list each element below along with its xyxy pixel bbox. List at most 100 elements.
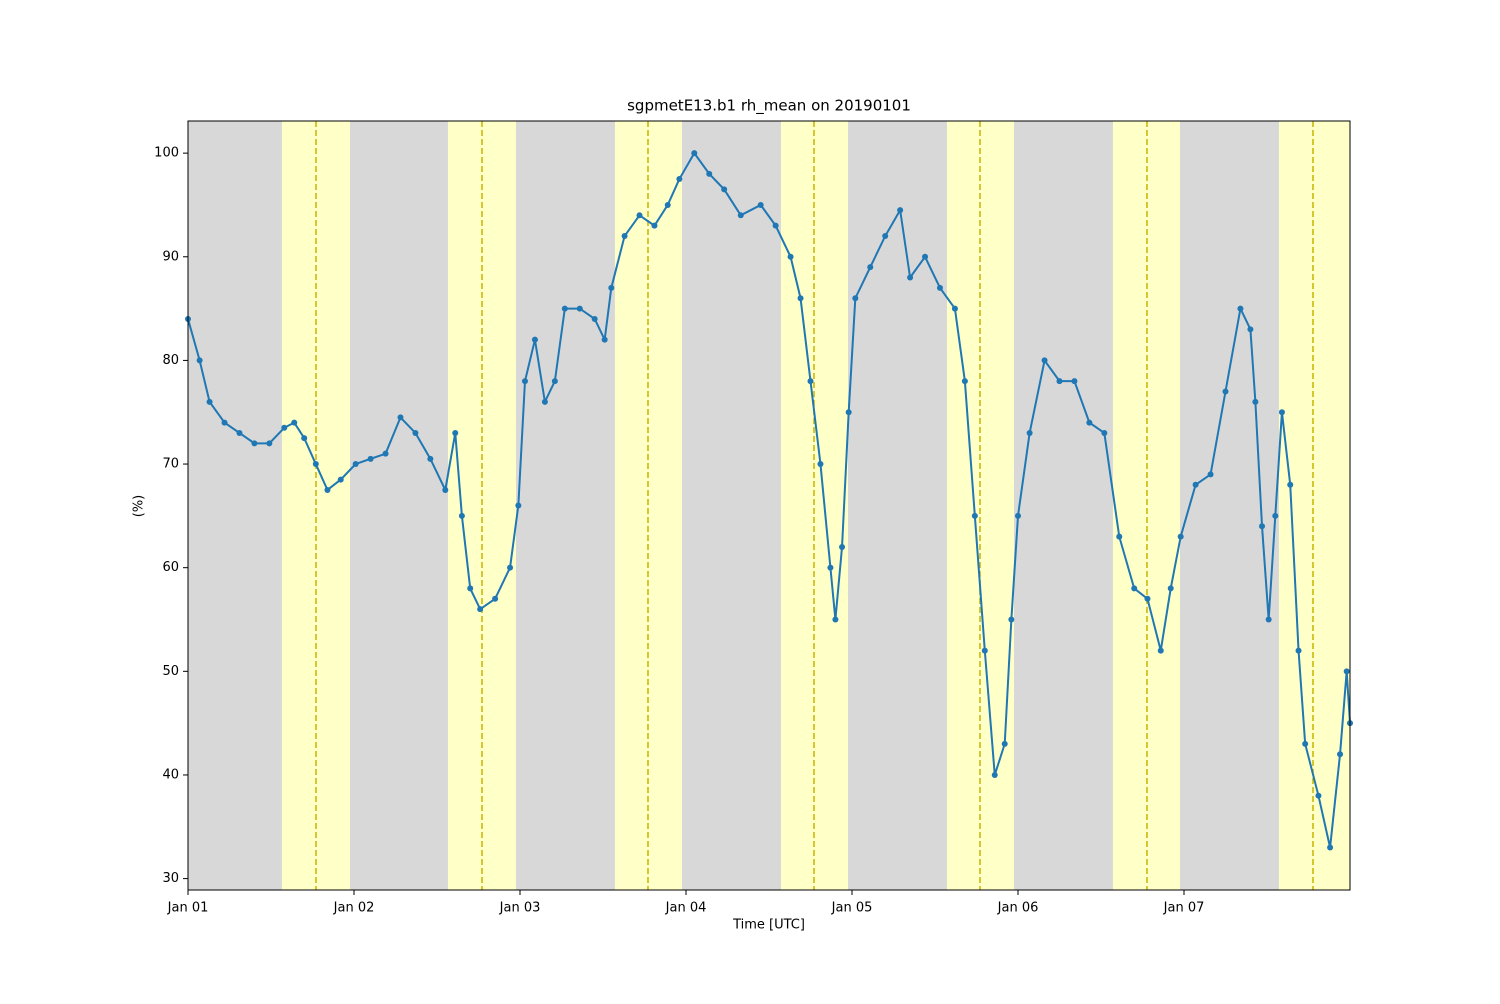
data-point — [507, 564, 514, 571]
data-point — [281, 424, 288, 431]
data-point — [961, 378, 968, 385]
data-point — [531, 336, 538, 343]
data-point — [324, 486, 331, 493]
x-tick-label: Jan 05 — [831, 901, 873, 916]
data-point — [1015, 512, 1021, 519]
data-point — [1167, 585, 1174, 592]
data-point — [236, 429, 243, 436]
data-point — [576, 305, 583, 312]
data-point — [832, 616, 839, 623]
data-point — [1265, 616, 1272, 623]
data-point — [551, 378, 558, 385]
x-axis-label: Time [UTC] — [732, 918, 805, 933]
data-point — [477, 606, 484, 613]
data-point — [737, 212, 744, 219]
data-point — [664, 201, 671, 208]
data-point — [467, 585, 474, 592]
x-tick-label: Jan 02 — [333, 901, 375, 916]
x-tick-label: Jan 07 — [1163, 901, 1205, 916]
data-point — [427, 455, 434, 462]
x-tick-label: Jan 06 — [997, 901, 1039, 916]
data-point — [676, 176, 683, 183]
data-point — [521, 378, 528, 385]
data-point — [1157, 647, 1164, 654]
y-tick-label: 70 — [162, 457, 179, 472]
y-tick-label: 60 — [162, 560, 179, 575]
data-point — [1343, 668, 1350, 675]
data-point — [312, 461, 319, 468]
data-point — [382, 450, 389, 457]
data-point — [251, 440, 258, 447]
data-point — [936, 284, 943, 291]
data-point — [1056, 378, 1063, 385]
data-point — [266, 440, 273, 447]
data-point — [458, 512, 465, 519]
data-point — [621, 233, 628, 240]
x-tick-label: Jan 03 — [499, 901, 541, 916]
y-tick-label: 40 — [162, 767, 179, 782]
data-point — [412, 429, 419, 436]
data-point — [515, 502, 522, 509]
data-point — [1144, 595, 1151, 602]
data-point — [1207, 471, 1214, 478]
y-tick-label: 90 — [162, 249, 179, 264]
data-point — [1302, 740, 1309, 747]
data-point — [367, 455, 374, 462]
data-point — [1101, 429, 1108, 436]
y-axis-label: (%) — [132, 495, 147, 518]
data-point — [867, 264, 874, 271]
data-point — [561, 305, 568, 312]
data-point — [608, 284, 615, 291]
data-point — [922, 253, 929, 260]
data-point — [442, 486, 449, 493]
data-point — [1071, 378, 1078, 385]
data-point — [1259, 523, 1266, 530]
data-point — [601, 336, 608, 343]
data-point — [787, 253, 794, 260]
data-point — [1001, 740, 1008, 747]
data-point — [807, 378, 814, 385]
data-point — [1086, 419, 1093, 426]
data-point — [907, 274, 914, 281]
data-point — [691, 150, 698, 157]
data-point — [845, 409, 852, 416]
data-point — [196, 357, 203, 364]
data-point — [452, 429, 459, 436]
data-point — [337, 476, 344, 483]
data-point — [706, 170, 713, 177]
data-point — [991, 771, 998, 778]
data-point — [772, 222, 779, 229]
data-point — [797, 295, 804, 302]
data-point — [397, 414, 404, 421]
data-point — [1116, 533, 1123, 540]
data-point — [1247, 326, 1254, 333]
data-point — [352, 461, 359, 468]
y-tick-label: 100 — [154, 146, 179, 161]
data-point — [1026, 429, 1033, 436]
chart-title: sgpmetE13.b1 rh_mean on 20190101 — [627, 97, 911, 116]
data-point — [1337, 751, 1344, 758]
data-point — [1272, 512, 1279, 519]
data-point — [1222, 388, 1229, 395]
data-point — [1252, 398, 1259, 405]
data-point — [636, 212, 643, 219]
x-tick-label: Jan 01 — [167, 901, 209, 916]
data-point — [492, 595, 499, 602]
data-point — [291, 419, 298, 426]
data-point — [541, 398, 548, 405]
plot-frame — [187, 120, 1351, 891]
data-point — [1131, 585, 1138, 592]
data-point — [1041, 357, 1048, 364]
data-point — [301, 435, 308, 442]
data-point — [817, 461, 824, 468]
data-point — [591, 315, 598, 322]
data-point — [1278, 409, 1285, 416]
data-point — [971, 512, 978, 519]
data-point — [651, 222, 658, 229]
data-point — [1177, 533, 1184, 540]
data-point — [1237, 305, 1244, 312]
data-point — [852, 295, 859, 302]
data-point — [827, 564, 834, 571]
data-point — [1008, 616, 1015, 623]
